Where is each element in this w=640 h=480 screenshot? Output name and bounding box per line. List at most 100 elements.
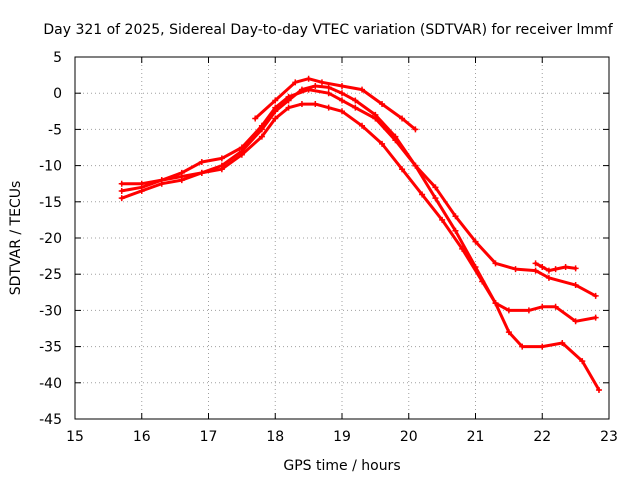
data-point-marker — [552, 266, 559, 273]
data-point-marker — [339, 82, 345, 89]
chart-title: Day 321 of 2025, Sidereal Day-to-day VTE… — [43, 22, 613, 38]
y-tick-label: -30 — [39, 303, 62, 319]
data-point-marker — [545, 267, 552, 274]
data-point-marker — [272, 97, 279, 104]
data-point-marker — [325, 90, 332, 97]
series-line — [120, 102, 598, 323]
data-point-marker — [379, 140, 386, 147]
data-point-marker — [238, 144, 245, 151]
data-point-marker — [562, 263, 569, 270]
data-point-marker — [539, 343, 546, 350]
data-point-marker — [118, 187, 125, 194]
data-point-marker — [238, 151, 245, 158]
data-point-marker — [272, 115, 279, 122]
y-tick-label: -15 — [39, 195, 62, 211]
data-point-marker — [472, 263, 479, 270]
series-line — [253, 77, 417, 131]
data-point-marker — [198, 158, 205, 165]
data-point-marker — [432, 195, 439, 202]
y-tick-label: 5 — [53, 50, 62, 66]
data-point-marker — [539, 303, 546, 310]
data-point-marker — [572, 318, 579, 325]
series-track-3 — [118, 86, 602, 394]
series-track-4 — [252, 75, 419, 133]
data-point-marker — [492, 300, 499, 307]
data-point-marker — [552, 303, 559, 310]
x-tick-label: 17 — [200, 429, 218, 445]
data-point-marker — [419, 191, 426, 198]
y-tick-label: 0 — [53, 86, 62, 102]
x-tick-label: 15 — [66, 429, 84, 445]
y-tick-label: -45 — [39, 412, 62, 428]
series-track-1 — [118, 82, 599, 299]
data-point-marker — [292, 79, 299, 86]
data-point-marker — [138, 180, 145, 187]
data-point-marker — [539, 263, 546, 270]
data-point-marker — [505, 329, 512, 336]
data-point-marker — [532, 267, 539, 274]
x-axis: 15 16 17 18 19 20 21 22 23 — [66, 57, 618, 445]
y-tick-label: -35 — [39, 340, 62, 356]
data-point-marker — [318, 79, 325, 86]
data-point-marker — [178, 177, 185, 184]
data-point-marker — [118, 195, 125, 202]
y-axis: 5 0 -5 -10 -15 -20 -25 -30 -35 -40 -45 — [39, 50, 609, 428]
data-point-marker — [559, 339, 566, 346]
data-point-marker — [272, 104, 279, 111]
data-point-marker — [399, 166, 406, 173]
data-point-marker — [252, 115, 259, 122]
data-point-marker — [178, 169, 185, 176]
series-line — [120, 84, 598, 298]
series-line — [120, 88, 601, 392]
data-point-marker — [258, 133, 265, 140]
data-point-marker — [339, 90, 345, 97]
data-point-marker — [218, 166, 225, 173]
data-point-marker — [325, 84, 332, 91]
data-point-marker — [592, 292, 599, 299]
data-point-marker — [412, 126, 419, 133]
data-point-marker — [198, 169, 205, 176]
data-point-marker — [512, 266, 519, 273]
x-tick-label: 16 — [133, 429, 151, 445]
y-tick-label: -10 — [39, 159, 62, 175]
data-point-marker — [339, 108, 345, 115]
y-tick-label: -20 — [39, 231, 62, 247]
data-point-marker — [592, 314, 599, 321]
data-point-marker — [339, 97, 345, 104]
data-point-marker — [452, 227, 459, 234]
data-point-marker — [285, 104, 292, 111]
data-point-marker — [525, 307, 532, 314]
data-point-marker — [218, 155, 225, 162]
data-point-marker — [505, 307, 512, 314]
data-point-marker — [432, 184, 439, 191]
data-point-marker — [412, 162, 419, 169]
x-tick-label: 19 — [333, 429, 351, 445]
data-point-marker — [532, 260, 539, 267]
data-point-marker — [258, 122, 265, 129]
x-tick-label: 20 — [400, 429, 418, 445]
data-point-marker — [312, 101, 319, 108]
series-track-5 — [532, 260, 579, 274]
data-point-marker — [472, 238, 479, 245]
data-point-marker — [379, 101, 386, 108]
chart-series-group — [118, 75, 602, 394]
y-tick-label: -25 — [39, 267, 62, 283]
data-point-marker — [305, 75, 312, 82]
y-tick-label: -5 — [48, 122, 62, 138]
data-point-marker — [372, 115, 379, 122]
data-point-marker — [572, 265, 579, 272]
data-point-marker — [118, 180, 125, 187]
data-point-marker — [492, 260, 499, 267]
y-tick-label: -40 — [39, 376, 62, 392]
data-point-marker — [452, 213, 459, 220]
data-point-marker — [572, 282, 579, 289]
data-point-marker — [392, 137, 399, 144]
x-tick-label: 18 — [266, 429, 284, 445]
x-tick-label: 21 — [467, 429, 485, 445]
series-track-2 — [118, 101, 599, 325]
x-tick-label: 23 — [600, 429, 618, 445]
data-point-marker — [352, 97, 359, 104]
data-point-marker — [519, 343, 526, 350]
data-point-marker — [352, 104, 359, 111]
